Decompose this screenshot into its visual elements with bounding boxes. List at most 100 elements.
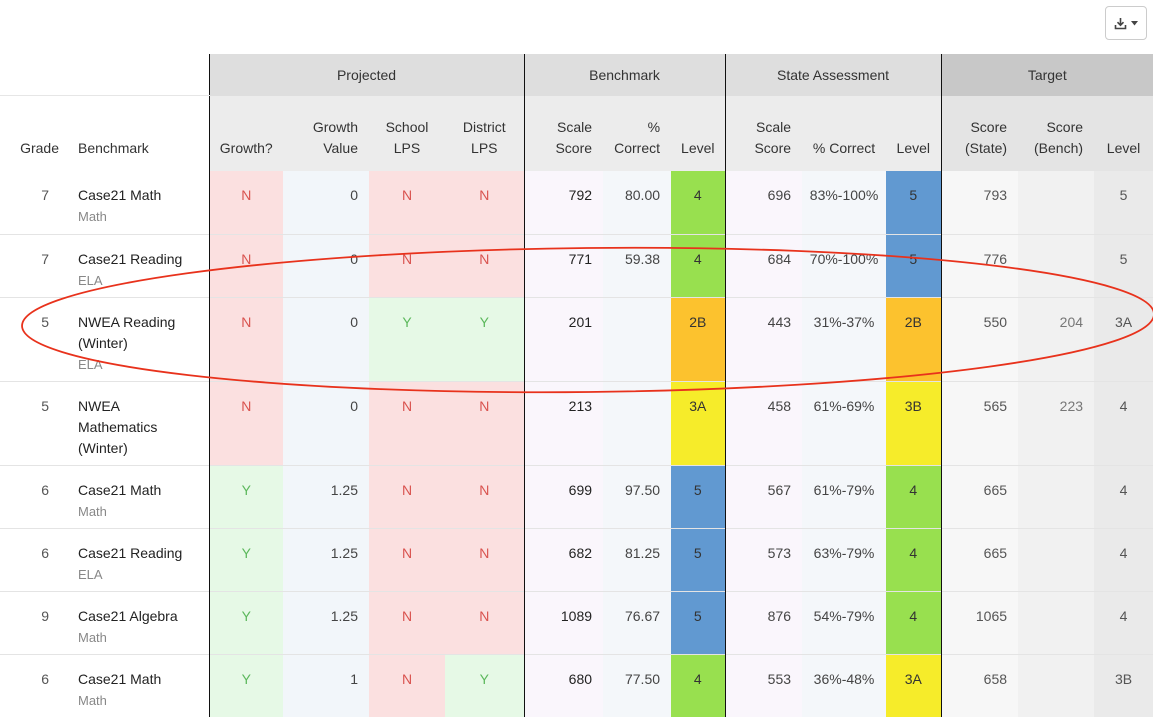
growth-cell: N bbox=[208, 233, 283, 297]
state-pct-correct-cell: 54%-79% bbox=[802, 590, 887, 654]
grade-cell: 7 bbox=[41, 187, 49, 203]
table-row: 6 Case21 Math Math Y 1 N Y 680 77.50 4 553 36%-48% 3… bbox=[0, 653, 1153, 717]
target-score-state-cell: 665 bbox=[940, 527, 1019, 591]
table-row: 7 Case21 Reading ELA N 0 N N 771 59.38 4 684 70%-10… bbox=[0, 233, 1153, 297]
table-row: 9 Case21 Algebra Math Y 1.25 N N 1089 76.67 5 876 5… bbox=[0, 590, 1153, 654]
group-header-benchmark: Benchmark bbox=[523, 54, 726, 96]
bench-scale-score-cell: 201 bbox=[523, 296, 604, 381]
col-header-growth-value[interactable]: Growth Value bbox=[283, 95, 369, 171]
growth-value-cell: 0 bbox=[283, 296, 369, 381]
district-lps-cell: N bbox=[445, 527, 525, 591]
state-pct-correct-cell: 61%-69% bbox=[802, 380, 887, 465]
school-lps-cell: N bbox=[369, 171, 445, 234]
bench-pct-correct-cell: 77.50 bbox=[603, 653, 672, 717]
benchmark-name: Case21 Algebra bbox=[78, 607, 178, 624]
bench-level-cell: 2B bbox=[671, 296, 726, 381]
col-header-state-level[interactable]: Level bbox=[886, 95, 942, 171]
benchmark-cell: NWEA Mathematics (Winter) bbox=[70, 380, 209, 465]
col-header-state-scale-score[interactable]: Scale Score bbox=[724, 95, 803, 171]
target-level-cell: 4 bbox=[1094, 464, 1153, 528]
target-score-state-cell: 665 bbox=[940, 464, 1019, 528]
state-level-cell: 4 bbox=[886, 464, 942, 528]
growth-cell: N bbox=[208, 380, 283, 465]
bench-level-cell: 4 bbox=[671, 233, 726, 297]
col-header-target-level[interactable]: Level bbox=[1094, 95, 1153, 171]
benchmark-subject: ELA bbox=[78, 566, 103, 582]
target-score-bench-cell bbox=[1018, 590, 1095, 654]
table-row: 6 Case21 Math Math Y 1.25 N N 699 97.50 5 567 61%-7… bbox=[0, 464, 1153, 528]
school-lps-cell: N bbox=[369, 653, 445, 717]
growth-cell: N bbox=[208, 296, 283, 381]
benchmark-cell: Case21 Reading ELA bbox=[70, 233, 209, 297]
state-scale-score-cell: 684 bbox=[724, 233, 803, 297]
benchmark-subject: ELA bbox=[78, 272, 103, 288]
state-pct-correct-cell: 36%-48% bbox=[802, 653, 887, 717]
col-header-benchmark[interactable]: Benchmark bbox=[78, 140, 149, 156]
benchmark-cell: Case21 Algebra Math bbox=[70, 590, 209, 654]
school-lps-cell: N bbox=[369, 380, 445, 465]
col-header-growth[interactable]: Growth? bbox=[208, 95, 283, 171]
state-level-cell: 4 bbox=[886, 590, 942, 654]
col-header-district-lps[interactable]: District LPS bbox=[445, 95, 525, 171]
growth-value-cell: 0 bbox=[283, 380, 369, 465]
student-scores-table: Projected Benchmark State Assessment Tar… bbox=[0, 54, 1153, 717]
state-pct-correct-cell: 70%-100% bbox=[802, 233, 887, 297]
col-header-bench-pct-correct[interactable]: % Correct bbox=[603, 95, 672, 171]
target-level-cell: 4 bbox=[1094, 380, 1153, 465]
bench-scale-score-cell: 792 bbox=[523, 171, 604, 234]
state-scale-score-cell: 567 bbox=[724, 464, 803, 528]
group-header-projected: Projected bbox=[208, 54, 525, 96]
growth-value-cell: 1.25 bbox=[283, 590, 369, 654]
school-lps-cell: N bbox=[369, 233, 445, 297]
growth-cell: N bbox=[208, 171, 283, 234]
bench-pct-correct-cell: 59.38 bbox=[603, 233, 672, 297]
district-lps-cell: N bbox=[445, 464, 525, 528]
target-score-bench-cell bbox=[1018, 527, 1095, 591]
benchmark-subject: Math bbox=[78, 209, 107, 224]
target-score-state-cell: 565 bbox=[940, 380, 1019, 465]
district-lps-cell: Y bbox=[445, 296, 525, 381]
benchmark-cell: NWEA Reading (Winter) ELA bbox=[70, 296, 209, 381]
export-button[interactable] bbox=[1105, 6, 1147, 40]
growth-value-cell: 1.25 bbox=[283, 527, 369, 591]
bench-level-cell: 5 bbox=[671, 527, 726, 591]
col-header-target-score-bench[interactable]: Score (Bench) bbox=[1018, 95, 1095, 171]
target-score-state-cell: 1065 bbox=[940, 590, 1019, 654]
target-score-bench-cell: 223 bbox=[1018, 380, 1095, 465]
col-header-target-score-state[interactable]: Score (State) bbox=[940, 95, 1019, 171]
target-level-cell: 5 bbox=[1094, 233, 1153, 297]
download-icon bbox=[1114, 17, 1127, 29]
target-score-bench-cell bbox=[1018, 171, 1095, 234]
col-header-grade[interactable]: Grade bbox=[20, 140, 59, 156]
district-lps-cell: N bbox=[445, 171, 525, 234]
school-lps-cell: N bbox=[369, 464, 445, 528]
table-row: 5 NWEA Reading (Winter) ELA N 0 Y Y 201 2B 443 31%… bbox=[0, 296, 1153, 381]
grade-cell: 9 bbox=[0, 590, 70, 654]
col-header-school-lps[interactable]: School LPS bbox=[369, 95, 445, 171]
col-header-bench-level[interactable]: Level bbox=[671, 95, 726, 171]
target-score-state-cell: 793 bbox=[940, 171, 1019, 234]
growth-cell: Y bbox=[208, 527, 283, 591]
benchmark-subject: Math bbox=[78, 692, 107, 708]
table-row: 5 NWEA Mathematics (Winter) N 0 N N 213 3A 458 61… bbox=[0, 380, 1153, 465]
col-header-bench-scale-score[interactable]: Scale Score bbox=[523, 95, 604, 171]
grade-cell: 6 bbox=[0, 527, 70, 591]
grade-cell: 6 bbox=[0, 653, 70, 717]
school-lps-cell: N bbox=[369, 590, 445, 654]
grade-cell: 7 bbox=[0, 233, 70, 297]
bench-pct-correct-cell: 97.50 bbox=[603, 464, 672, 528]
growth-value-cell: 0 bbox=[283, 233, 369, 297]
bench-level-cell: 5 bbox=[671, 464, 726, 528]
target-level-cell: 3B bbox=[1094, 653, 1153, 717]
district-lps-cell: Y bbox=[445, 653, 525, 717]
benchmark-cell: Case21 Reading ELA bbox=[70, 527, 209, 591]
col-header-state-pct-correct[interactable]: % Correct bbox=[802, 95, 887, 171]
bench-pct-correct-cell: 80.00 bbox=[603, 171, 672, 234]
bench-level-cell: 5 bbox=[671, 590, 726, 654]
bench-scale-score-cell: 1089 bbox=[523, 590, 604, 654]
bench-level-cell: 4 bbox=[671, 171, 726, 234]
growth-cell: Y bbox=[208, 653, 283, 717]
table-row: 7 Case21 Math Math N 0 N N 792 80.00 4 696 83%-100%… bbox=[0, 171, 1153, 234]
growth-cell: Y bbox=[208, 464, 283, 528]
benchmark-cell: Case21 Math Math bbox=[70, 171, 209, 234]
